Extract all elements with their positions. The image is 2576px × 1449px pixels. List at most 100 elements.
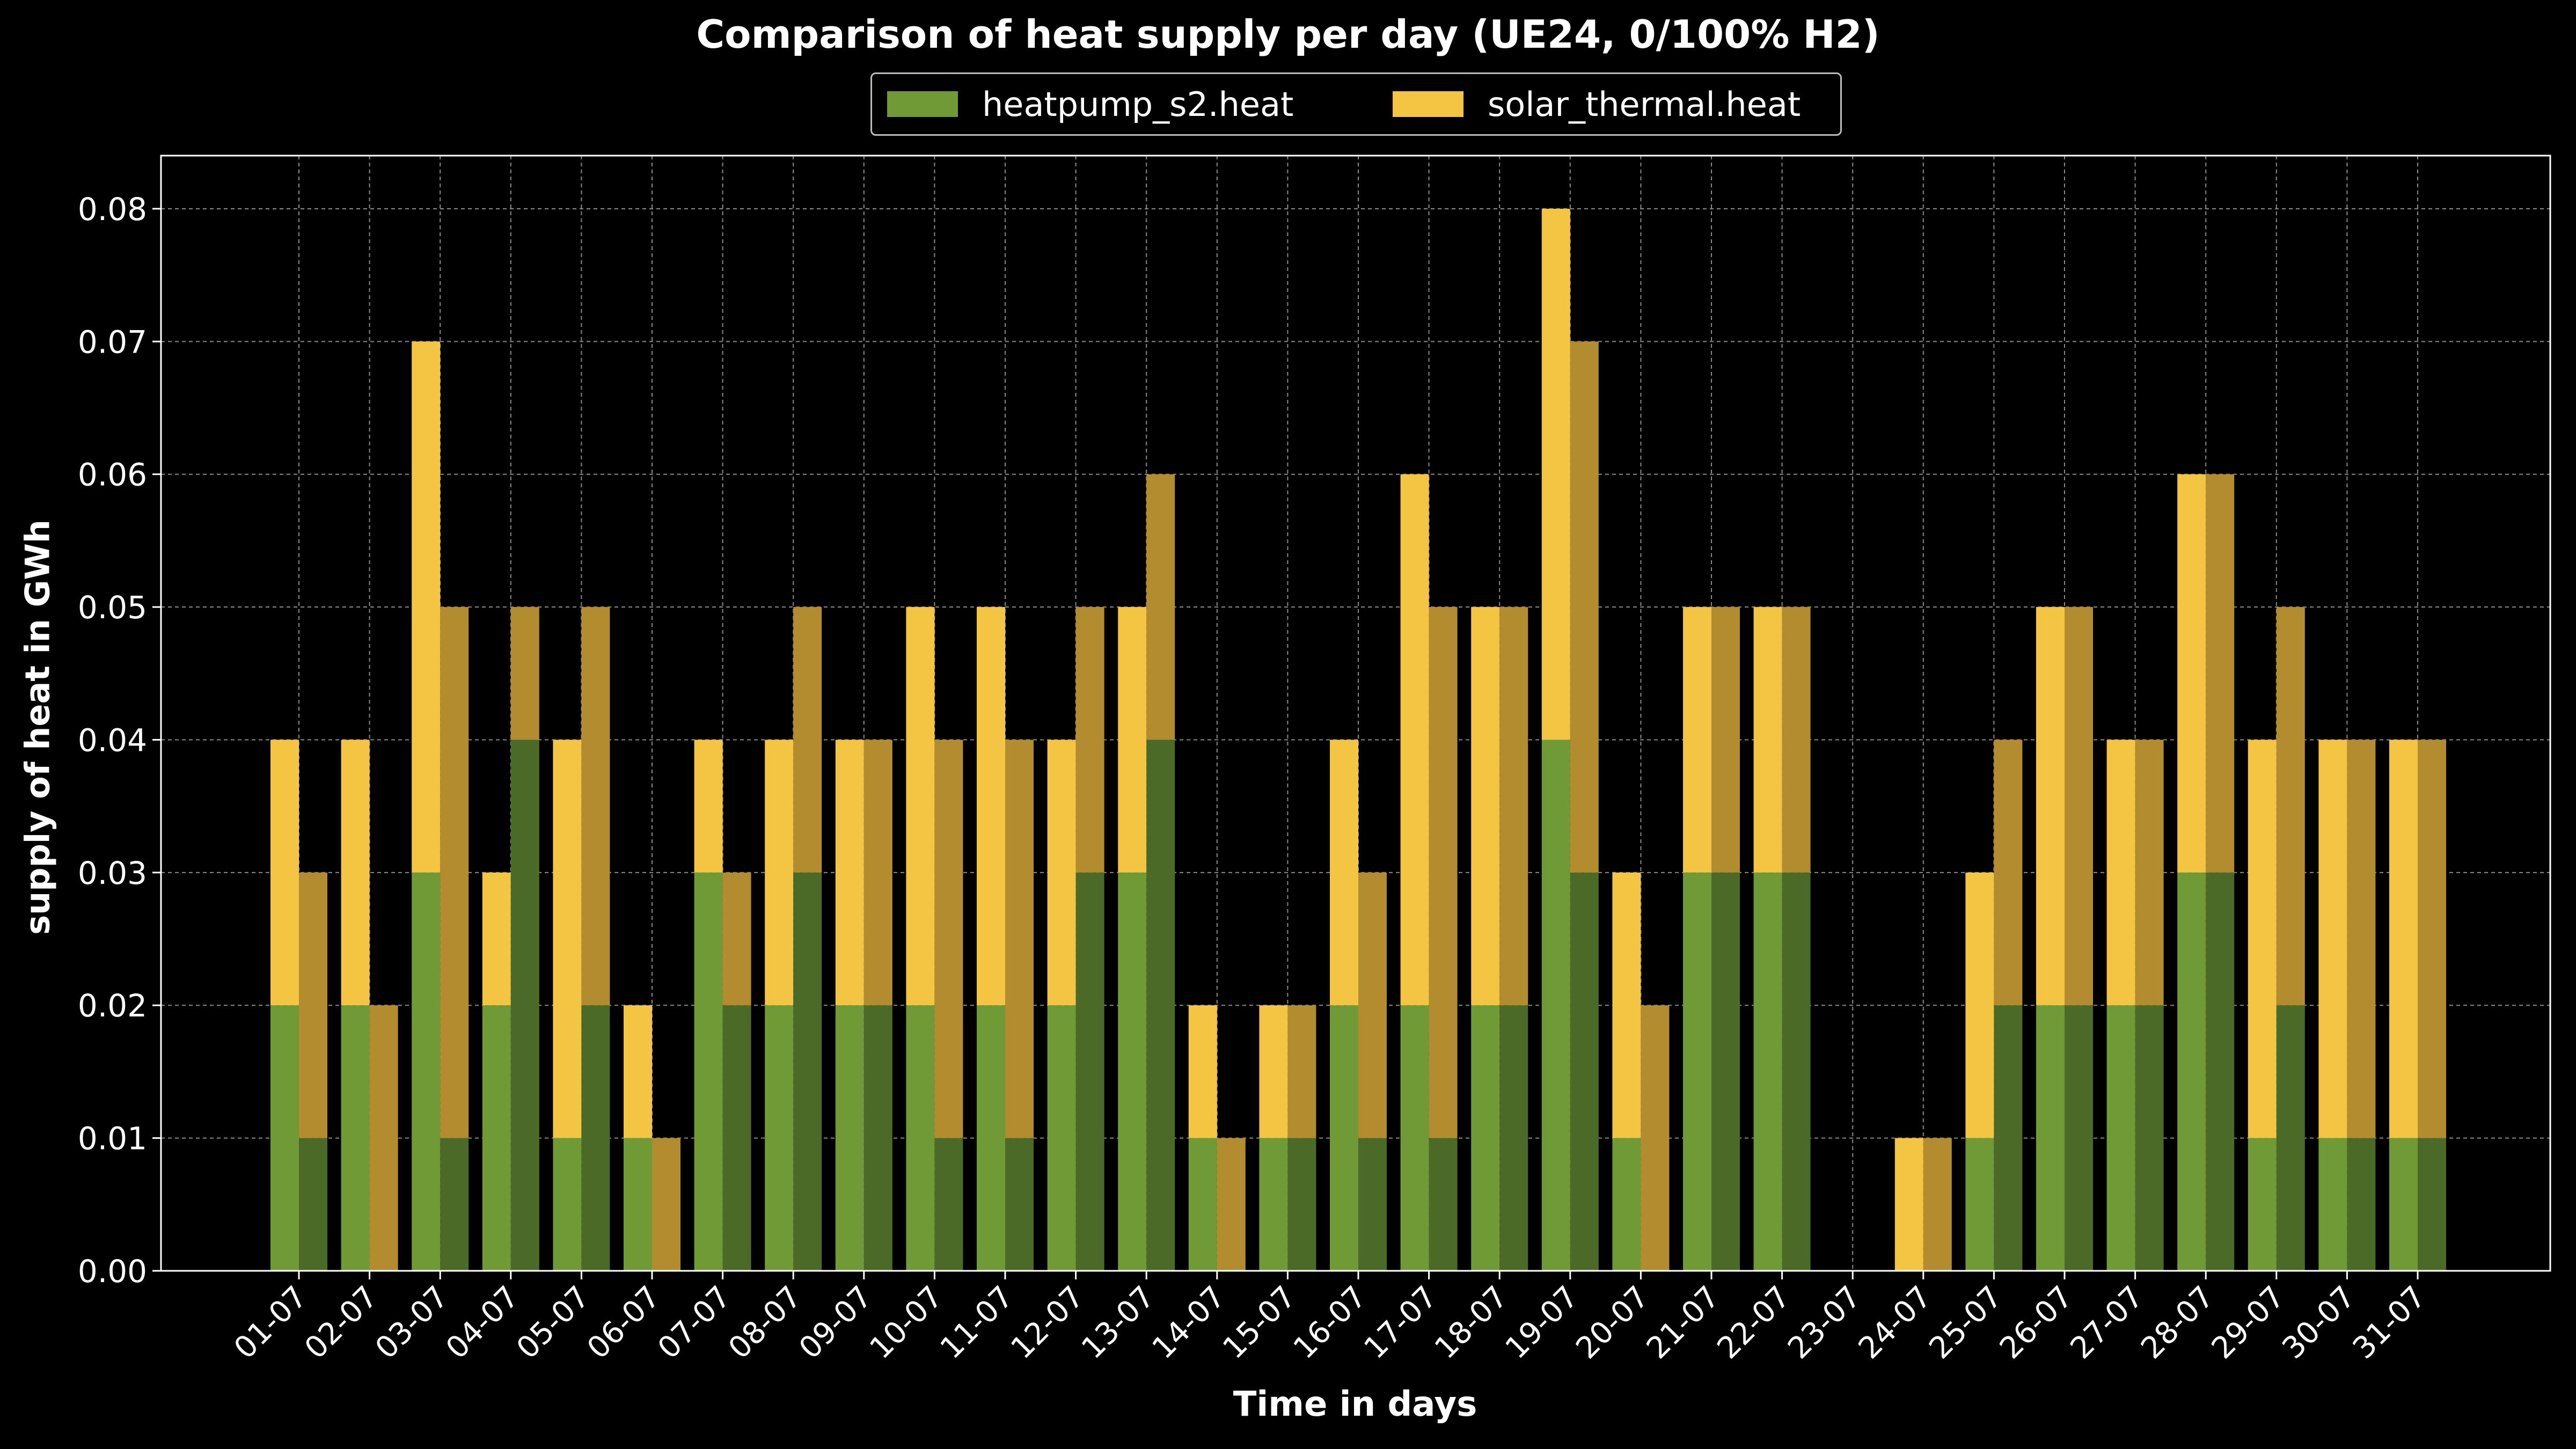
bar-solar-thermal-left (1612, 872, 1641, 1138)
bar-heatpump-left (2318, 1138, 2347, 1271)
bar-heatpump-left (624, 1138, 652, 1271)
bar-heatpump-left (1047, 1005, 1076, 1271)
bar-solar-thermal-left (1683, 607, 1711, 873)
x-tick-label: 19-07 (1499, 1279, 1585, 1366)
x-tick-label: 17-07 (1357, 1279, 1444, 1366)
bar-heatpump-left (2248, 1138, 2277, 1271)
x-tick-label: 23-07 (1781, 1279, 1868, 1366)
y-tick-label: 0.04 (78, 722, 147, 758)
bar-solar-thermal-left (2248, 740, 2277, 1138)
y-tick-label: 0.07 (78, 324, 147, 360)
bar-solar-thermal-left (341, 740, 370, 1006)
y-tick-label: 0.06 (78, 457, 147, 493)
bar-heatpump-right (2206, 872, 2235, 1271)
bar-solar-thermal-right (1217, 1138, 1246, 1271)
y-tick-label: 0.01 (78, 1121, 147, 1157)
bar-heatpump-right (1287, 1138, 1316, 1271)
bar-solar-thermal-right (2135, 740, 2164, 1006)
x-tick-label: 12-07 (1004, 1279, 1091, 1366)
bar-heatpump-left (1188, 1138, 1217, 1271)
bar-solar-thermal-right (1923, 1138, 1952, 1271)
y-tick-label: 0.03 (78, 855, 147, 891)
bar-heatpump-left (906, 1005, 935, 1271)
bar-heatpump-left (2106, 1005, 2135, 1271)
x-tick-label: 07-07 (651, 1279, 737, 1366)
bar-solar-thermal-left (1259, 1005, 1288, 1138)
y-axis-title: supply of heat in GWh (18, 519, 57, 935)
bar-solar-thermal-right (1358, 872, 1387, 1138)
bar-solar-thermal-right (581, 607, 610, 1006)
x-tick-label: 30-07 (2275, 1279, 2362, 1366)
x-tick-label: 18-07 (1428, 1279, 1514, 1366)
bar-solar-thermal-right (1570, 341, 1599, 873)
bar-heatpump-left (1330, 1005, 1358, 1271)
bar-solar-thermal-left (1894, 1138, 1923, 1271)
bar-solar-thermal-left (1541, 208, 1570, 740)
bar-heatpump-left (2036, 1005, 2065, 1271)
bar-solar-thermal-right (1994, 740, 2023, 1006)
y-tick-label: 0.05 (78, 589, 147, 626)
bar-heatpump-right (1711, 872, 1740, 1271)
bar-solar-thermal-right (440, 607, 469, 1138)
bar-heatpump-right (581, 1005, 610, 1271)
bar-heatpump-right (2347, 1138, 2376, 1271)
bar-solar-thermal-left (694, 740, 723, 873)
x-tick-label: 05-07 (510, 1279, 596, 1366)
bar-heatpump-right (1429, 1138, 1458, 1271)
bar-solar-thermal-left (1471, 607, 1500, 1006)
bar-heatpump-right (1358, 1138, 1387, 1271)
bar-solar-thermal-right (2418, 740, 2446, 1138)
bar-solar-thermal-right (1782, 607, 1811, 873)
bar-solar-thermal-left (553, 740, 582, 1138)
bar-heatpump-right (934, 1138, 963, 1271)
x-tick-label: 27-07 (2063, 1279, 2150, 1366)
bar-solar-thermal-right (1711, 607, 1740, 873)
legend-item-solar-thermal: solar_thermal.heat (1393, 74, 1801, 134)
bar-solar-thermal-left (2318, 740, 2347, 1138)
bar-heatpump-right (2276, 1005, 2305, 1271)
bar-heatpump-left (2177, 872, 2206, 1271)
x-tick-label: 20-07 (1569, 1279, 1656, 1366)
bar-heatpump-left (412, 872, 441, 1271)
bar-solar-thermal-right (863, 740, 892, 1006)
bar-solar-thermal-right (1146, 474, 1175, 740)
bar-solar-thermal-left (2177, 474, 2206, 873)
bar-heatpump-left (1753, 872, 1782, 1271)
legend-swatch-heatpump (887, 91, 958, 117)
bar-heatpump-right (1782, 872, 1811, 1271)
bar-heatpump-left (270, 1005, 299, 1271)
bar-solar-thermal-right (1429, 607, 1458, 1138)
bar-heatpump-left (1683, 872, 1711, 1271)
bar-heatpump-left (341, 1005, 370, 1271)
bar-solar-thermal-left (1753, 607, 1782, 873)
bar-heatpump-right (793, 872, 822, 1271)
bar-heatpump-left (1471, 1005, 1500, 1271)
bar-heatpump-left (1612, 1138, 1641, 1271)
bar-solar-thermal-right (299, 872, 327, 1138)
x-tick-label: 29-07 (2205, 1279, 2292, 1366)
bar-solar-thermal-right (1641, 1005, 1670, 1271)
x-tick-label: 04-07 (440, 1279, 526, 1366)
bar-solar-thermal-right (369, 1005, 398, 1271)
bar-solar-thermal-left (765, 740, 794, 1006)
x-tick-label: 28-07 (2134, 1279, 2221, 1366)
bar-heatpump-left (977, 1005, 1005, 1271)
bar-heatpump-right (863, 1005, 892, 1271)
bar-heatpump-right (1994, 1005, 2023, 1271)
bar-solar-thermal-right (2276, 607, 2305, 1006)
bar-heatpump-left (765, 1005, 794, 1271)
bar-solar-thermal-left (1330, 740, 1358, 1006)
bar-heatpump-left (553, 1138, 582, 1271)
bar-heatpump-right (440, 1138, 469, 1271)
bar-solar-thermal-left (1400, 474, 1429, 1006)
bar-solar-thermal-right (2206, 474, 2235, 873)
bar-heatpump-right (722, 1005, 751, 1271)
bar-solar-thermal-right (722, 872, 751, 1006)
bar-solar-thermal-left (835, 740, 864, 1006)
bar-heatpump-right (1570, 872, 1599, 1271)
x-tick-label: 15-07 (1216, 1279, 1302, 1366)
bar-heatpump-right (1005, 1138, 1034, 1271)
bar-solar-thermal-right (1005, 740, 1034, 1138)
chart-title: Comparison of heat supply per day (UE24,… (696, 12, 1880, 57)
x-tick-label: 25-07 (1922, 1279, 2009, 1366)
